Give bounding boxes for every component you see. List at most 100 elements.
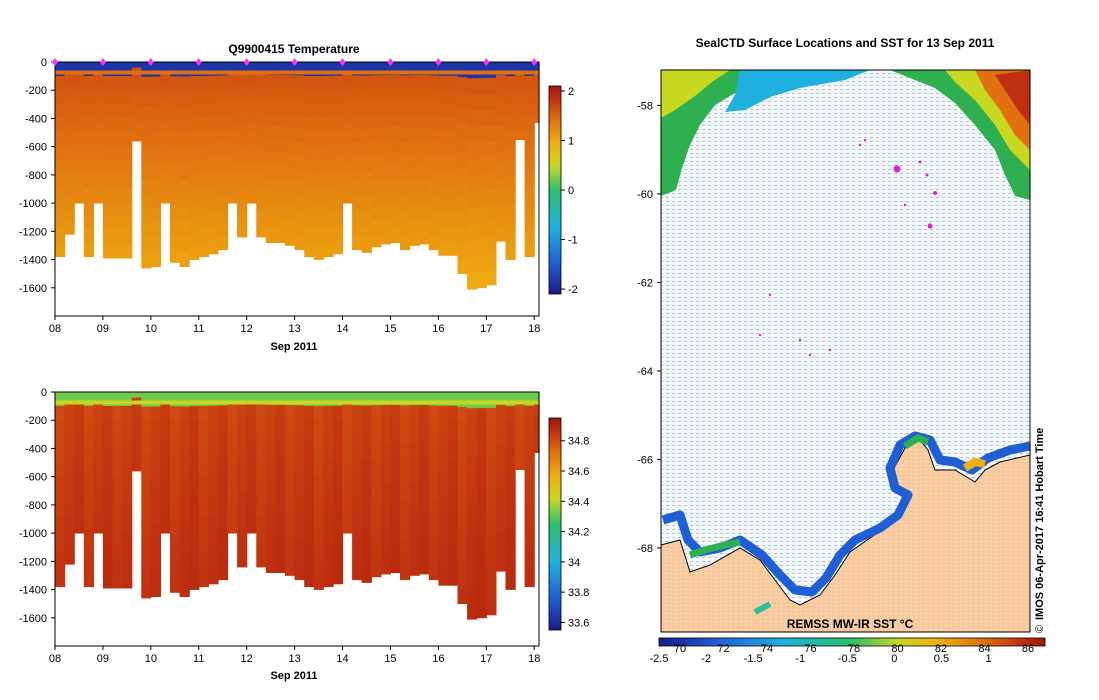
heatmap-cell — [342, 183, 353, 194]
heatmap-cell — [409, 153, 420, 168]
heatmap-cell — [179, 479, 190, 495]
heatmap-cell — [208, 392, 219, 407]
x-tick-label: 11 — [193, 323, 204, 335]
heatmap-cell — [256, 404, 267, 418]
heatmap-cell — [371, 114, 382, 129]
heatmap-cell — [495, 558, 507, 572]
heatmap-cell — [390, 495, 401, 509]
heatmap-cell — [160, 432, 171, 443]
heatmap-cell — [160, 172, 171, 184]
heatmap-cell — [83, 201, 94, 216]
heatmap-cell — [265, 482, 277, 496]
heatmap-cell — [275, 152, 286, 166]
heatmap-cell — [352, 400, 363, 405]
heatmap-cell — [217, 196, 229, 210]
heatmap-cell — [285, 444, 296, 458]
heatmap-cell — [332, 130, 344, 145]
sal-x-label: Sep 2011 — [270, 670, 317, 682]
heatmap-cell — [170, 190, 181, 206]
heatmap-cell — [448, 530, 459, 545]
heatmap-cell — [313, 174, 324, 190]
heatmap-cell — [189, 146, 200, 162]
heatmap-cell — [400, 445, 411, 460]
heatmap-cell — [409, 70, 420, 75]
heatmap-cell — [505, 90, 516, 105]
heatmap-cell — [476, 456, 487, 473]
heatmap-cell — [55, 117, 66, 132]
heatmap-cell — [217, 566, 229, 581]
heatmap-cell — [524, 489, 535, 504]
heatmap-cell — [304, 201, 315, 216]
heatmap-cell — [505, 189, 516, 204]
heatmap-cell — [371, 405, 382, 419]
heatmap-cell — [332, 240, 344, 255]
heatmap-cell — [93, 62, 104, 73]
heatmap-cell — [227, 82, 238, 93]
heatmap-cell — [208, 556, 219, 571]
heatmap-cell — [438, 144, 449, 160]
heatmap-cell — [102, 476, 114, 491]
heatmap-cell — [505, 561, 516, 576]
colorbar-tick-label: 34.2 — [568, 527, 589, 539]
heatmap-cell — [112, 174, 123, 189]
heatmap-cell — [352, 88, 363, 103]
heatmap-cell — [170, 434, 181, 450]
heatmap-cell — [371, 550, 382, 564]
heatmap-cell — [304, 75, 315, 91]
heatmap-cell — [323, 159, 334, 174]
heatmap-cell — [141, 392, 152, 408]
heatmap-cell — [457, 152, 468, 169]
heatmap-cell — [476, 94, 487, 111]
heatmap-cell — [323, 242, 334, 258]
heatmap-cell — [409, 509, 420, 524]
heatmap-cell — [122, 400, 133, 405]
heatmap-cell — [227, 442, 238, 453]
heatmap-cell — [534, 96, 540, 102]
heatmap-cell — [505, 160, 516, 176]
heatmap-cell — [409, 166, 420, 181]
heatmap-cell — [524, 117, 535, 132]
heatmap-cell — [409, 536, 420, 550]
x-tick-label: 17 — [480, 323, 492, 335]
heatmap-cell — [313, 217, 324, 232]
heatmap-cell — [189, 217, 200, 232]
heatmap-cell — [179, 105, 190, 121]
heatmap-cell — [534, 62, 540, 67]
heatmap-cell — [467, 586, 478, 604]
heatmap-cell — [323, 447, 334, 462]
heatmap-cell — [457, 228, 468, 244]
heatmap-cell — [160, 70, 171, 75]
heatmap-cell — [400, 418, 411, 433]
heatmap-cell — [208, 446, 219, 461]
heatmap-cell — [476, 126, 487, 143]
heatmap-cell — [265, 203, 277, 218]
heatmap-cell — [400, 209, 411, 224]
track-marker — [768, 293, 772, 297]
y-tick-label: -400 — [25, 113, 47, 125]
heatmap-cell — [428, 169, 439, 183]
heatmap-cell — [122, 448, 133, 463]
heatmap-cell — [74, 392, 85, 403]
heatmap-cell — [179, 582, 190, 597]
heatmap-cell — [448, 502, 459, 517]
heatmap-cell — [112, 504, 123, 519]
heatmap-cell — [515, 425, 526, 432]
heatmap-cell — [179, 252, 190, 267]
heatmap-cell — [150, 435, 161, 451]
sst-colorbar-tick-label: -1.5 — [744, 653, 763, 665]
heatmap-cell — [495, 164, 507, 178]
profile-marker — [291, 58, 298, 66]
heatmap-cell — [361, 116, 372, 131]
heatmap-cell — [352, 169, 363, 183]
y-tick-label: -1400 — [19, 585, 47, 597]
heatmap-cell — [275, 178, 286, 192]
heatmap-cell — [74, 502, 85, 514]
heatmap-cell — [428, 182, 439, 197]
heatmap-cell — [265, 74, 277, 89]
heatmap-cell — [534, 444, 540, 449]
heatmap-cell — [486, 503, 497, 520]
heatmap-cell — [131, 414, 142, 421]
heatmap-cell — [217, 445, 229, 460]
heatmap-cell — [390, 152, 401, 166]
heatmap-cell — [275, 70, 286, 75]
